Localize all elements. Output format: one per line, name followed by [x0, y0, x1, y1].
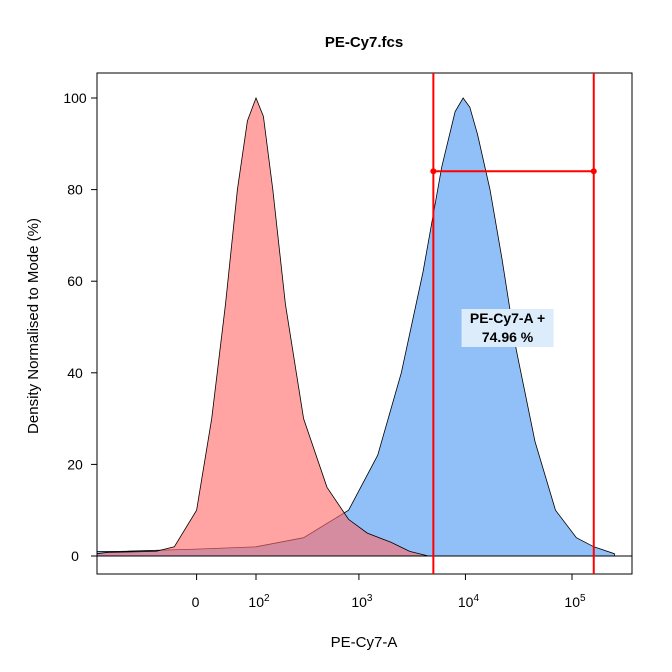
gate-layer: PE-Cy7-A + 74.96 % [430, 73, 597, 574]
x-tick-label: 103 [351, 593, 373, 610]
series-layer [96, 96, 615, 557]
y-axis-label: Density Normalised to Mode (%) [25, 218, 42, 434]
chart-title: PE-Cy7.fcs [325, 34, 403, 51]
x-tick-label: 105 [564, 593, 586, 610]
x-tick-label: 104 [458, 593, 480, 610]
y-tick-label: 40 [67, 365, 83, 381]
plot-frame [96, 72, 633, 575]
gate-label-background [461, 309, 554, 347]
series-1-area [96, 96, 429, 557]
gate-percent-label: 74.96 % [482, 329, 534, 345]
y-tick-label: 20 [67, 456, 83, 472]
gate-name-label: PE-Cy7-A + [470, 310, 545, 326]
x-axis-label: PE-Cy7-A [331, 634, 398, 651]
series-2-area [96, 97, 615, 557]
y-tick-label: 60 [67, 273, 83, 289]
y-tick-label: 100 [63, 90, 87, 106]
axes-layer: 0 20 40 60 80 100 0 102 103 104 105 [63, 90, 586, 610]
x-tick-label: 102 [248, 593, 270, 610]
y-tick-label: 80 [67, 182, 83, 198]
gate-left-handle[interactable] [430, 168, 437, 175]
y-tick-label: 0 [71, 548, 79, 564]
gate-right-handle[interactable] [590, 168, 597, 175]
x-tick-label: 0 [192, 594, 200, 610]
